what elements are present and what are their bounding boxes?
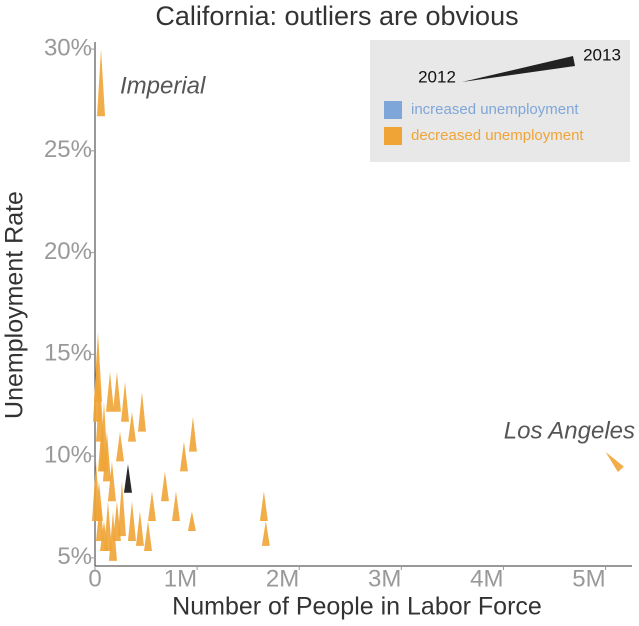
x-tick-label: 3M xyxy=(368,565,401,592)
legend-label: increased unemployment xyxy=(411,101,579,118)
y-tick-label: 10% xyxy=(44,441,92,468)
x-tick-label: 0 xyxy=(88,565,101,592)
wedge xyxy=(605,452,624,472)
wedge xyxy=(135,511,144,546)
wedge xyxy=(108,511,117,561)
wedge xyxy=(112,372,121,412)
legend-box xyxy=(370,40,630,162)
y-tick-label: 30% xyxy=(44,34,92,61)
wedge xyxy=(179,441,188,472)
wedge xyxy=(261,521,270,546)
y-tick-label: 5% xyxy=(57,543,92,570)
x-tick-label: 4M xyxy=(470,565,503,592)
wedge xyxy=(188,416,197,452)
legend-wedge xyxy=(462,56,575,82)
annotation: Imperial xyxy=(120,72,206,99)
x-axis-label: Number of People in Labor Force xyxy=(172,593,542,621)
legend: 2012 2013 xyxy=(370,40,630,162)
chart-title: California: outliers are obvious xyxy=(155,1,518,31)
wedge xyxy=(97,49,106,117)
wedge xyxy=(96,501,105,541)
wedge xyxy=(147,491,156,522)
wedge xyxy=(97,421,106,472)
y-tick-label: 20% xyxy=(44,238,92,265)
wedge xyxy=(106,372,115,412)
wedge xyxy=(121,382,130,422)
legend-swatch xyxy=(384,101,402,119)
wedge xyxy=(116,431,125,462)
wedge xyxy=(112,501,121,541)
annotation: Los Angeles xyxy=(504,417,635,444)
legend-year: 2013 xyxy=(583,45,621,64)
wedge xyxy=(143,521,152,551)
y-tick-label: 15% xyxy=(44,340,92,367)
wedge xyxy=(99,521,108,551)
y-axis-label: Unemployment Rate xyxy=(1,191,29,419)
y-tick-label: 25% xyxy=(44,136,92,163)
wedge xyxy=(117,481,126,537)
wedge xyxy=(160,471,169,502)
legend-year: 2012 xyxy=(418,67,456,86)
x-tick-label: 2M xyxy=(266,565,299,592)
wedge xyxy=(123,464,132,493)
x-tick-label: 5M xyxy=(572,565,605,592)
x-tick-label: 1M xyxy=(164,565,197,592)
wedge xyxy=(171,491,180,522)
legend-swatch xyxy=(384,127,402,145)
wedge xyxy=(259,491,268,522)
wedge xyxy=(107,461,116,502)
wedge xyxy=(187,511,196,531)
wedge xyxy=(137,391,146,432)
wedge xyxy=(127,501,136,541)
wedge xyxy=(127,411,136,442)
legend-label: decreased unemployment xyxy=(411,127,584,144)
